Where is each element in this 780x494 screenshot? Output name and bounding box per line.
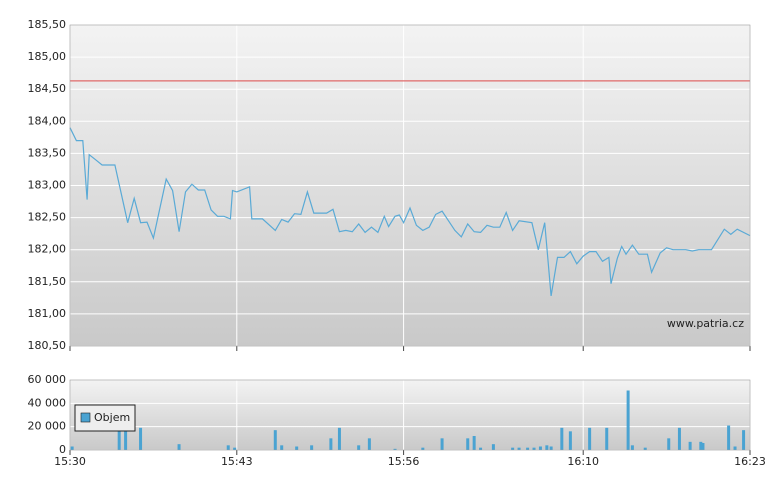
volume-bar (643, 447, 647, 450)
volume-bar (273, 430, 277, 450)
volume-bar (742, 430, 746, 450)
volume-bar (549, 446, 553, 450)
y-tick-label: 60 000 (28, 373, 67, 386)
volume-bar (560, 427, 564, 450)
volume-bar (310, 445, 314, 450)
x-tick-label: 15:43 (221, 455, 253, 468)
volume-bar (233, 447, 237, 450)
volume-bar (568, 431, 572, 450)
volume-bar (701, 443, 705, 450)
volume-bar (605, 427, 609, 450)
volume-bar (526, 447, 530, 450)
volume-bar (70, 446, 74, 450)
volume-bar (337, 427, 341, 450)
volume-bar (466, 438, 470, 450)
legend: Objem (74, 404, 136, 432)
y-tick-label: 40 000 (28, 396, 67, 409)
x-tick-label: 15:56 (388, 455, 420, 468)
volume-bar (667, 438, 671, 450)
y-tick-label: 183,00 (28, 179, 67, 192)
price-line (69, 127, 751, 296)
y-tick-label: 183,50 (28, 146, 67, 159)
volume-bar (393, 448, 397, 450)
volume-bar (295, 446, 299, 450)
volume-bar (124, 430, 128, 450)
x-tick-label: 16:23 (734, 455, 766, 468)
x-tick-label: 16:10 (567, 455, 599, 468)
watermark: www.patria.cz (667, 317, 744, 330)
y-tick-label: 185,50 (28, 18, 67, 31)
y-tick-label: 182,00 (28, 243, 67, 256)
volume-bar (117, 426, 121, 450)
y-tick-label: 181,50 (28, 275, 67, 288)
legend-swatch (80, 412, 91, 423)
volume-bar (699, 441, 703, 450)
volume-bar (329, 438, 333, 450)
volume-bar (626, 390, 630, 450)
volume-bar (491, 444, 495, 450)
volume-bar (479, 447, 483, 450)
y-tick-label: 182,50 (28, 211, 67, 224)
x-tick-label: 15:30 (54, 455, 86, 468)
volume-bar (226, 445, 230, 450)
volume-bar (733, 446, 737, 450)
volume-bar (532, 447, 536, 450)
legend-label: Objem (94, 411, 130, 424)
panel-border (69, 24, 751, 347)
y-tick-label: 0 (59, 443, 66, 456)
volume-bar (440, 438, 444, 450)
y-tick-label: 184,00 (28, 114, 67, 127)
y-tick-label: 181,00 (28, 307, 67, 320)
volume-bar (177, 444, 181, 450)
volume-bar (421, 447, 425, 450)
volume-bar (511, 447, 515, 450)
y-tick-label: 20 000 (28, 420, 67, 433)
volume-bar (677, 427, 681, 450)
panel-border (69, 379, 751, 451)
volume-bar (545, 445, 549, 450)
volume-bar (280, 445, 284, 450)
volume-bar (517, 447, 521, 450)
volume-bar (139, 427, 143, 450)
volume-bar (630, 445, 634, 450)
volume-bar (588, 427, 592, 450)
volume-bar (727, 425, 731, 450)
y-tick-label: 185,00 (28, 50, 67, 63)
y-tick-label: 184,50 (28, 82, 67, 95)
volume-panel (70, 380, 750, 450)
volume-bar (472, 436, 476, 450)
y-tick-label: 180,50 (28, 339, 67, 352)
volume-bar (688, 441, 692, 450)
volume-bar (538, 446, 542, 450)
volume-bar (357, 445, 361, 450)
volume-bar (367, 438, 371, 450)
